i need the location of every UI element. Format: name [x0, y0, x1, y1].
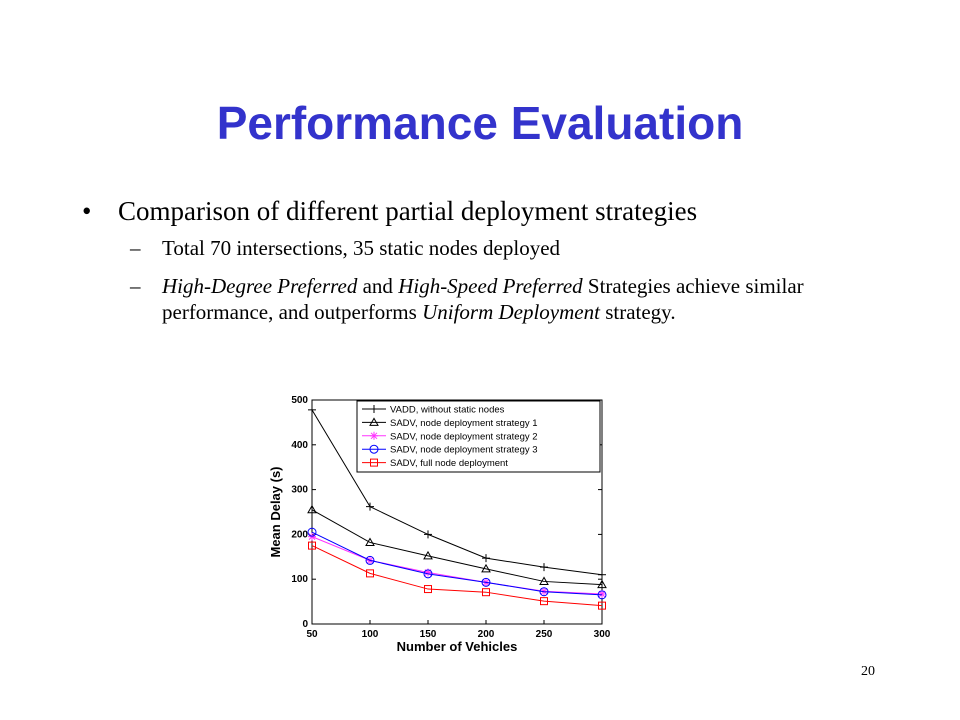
legend-marker	[369, 417, 379, 426]
bullet-dot: •	[82, 196, 92, 226]
marker-part	[307, 527, 317, 537]
x-tick-label: 200	[478, 629, 495, 640]
y-tick-label: 500	[291, 395, 308, 406]
data-point-series-5	[424, 585, 432, 594]
sub-bullet-2-part: strategy.	[599, 300, 676, 324]
bullet-list: • Comparison of different partial deploy…	[82, 193, 842, 325]
data-point-series-4	[539, 587, 549, 597]
legend-marker	[370, 431, 378, 440]
sub-bullet-2-part: and	[357, 274, 399, 298]
sub-bullet-1-text: Total 70 intersections, 35 static nodes …	[162, 236, 561, 260]
sub-bullet-1: – Total 70 intersections, 35 static node…	[82, 235, 842, 261]
series-line-1	[311, 409, 603, 576]
marker-part	[370, 432, 378, 440]
marker-part	[370, 458, 378, 467]
marker-part	[539, 576, 549, 585]
data-point-series-2	[365, 537, 375, 546]
plot-frame	[311, 399, 603, 625]
data-point-series-1	[424, 530, 432, 539]
legend-marker	[369, 444, 379, 454]
data-point-series-5	[308, 541, 316, 550]
y-tick-label: 0	[302, 619, 308, 630]
legend-label: VADD, without static nodes	[390, 405, 505, 416]
x-axis-label: Number of Vehicles	[397, 639, 518, 654]
data-point-series-4	[481, 577, 491, 587]
sub-bullet-2: – High-Degree Preferred and High-Speed P…	[82, 273, 842, 325]
marker-part	[597, 579, 607, 589]
sub-bullet-2-text: High-Degree Preferred and High-Speed Pre…	[162, 274, 804, 324]
line-chart: 50 100 150 200 250 300 0 100 200 300 400 500 Number …	[268, 395, 611, 654]
data-point-series-4	[365, 555, 375, 565]
data-point-series-5	[540, 597, 548, 606]
marker-part	[307, 504, 317, 514]
legend-label: SADV, full node deployment	[390, 458, 508, 469]
marker-part	[597, 590, 607, 600]
data-point-series-4	[423, 569, 433, 579]
sub-bullet-2-part: High-Degree Preferred	[162, 274, 358, 298]
data-point-series-1	[308, 405, 316, 414]
marker-part	[308, 541, 316, 550]
legend-box	[356, 400, 601, 473]
legend-label: SADV, node deployment strategy 2	[390, 431, 538, 442]
data-point-series-1	[366, 502, 374, 511]
sub-bullet-2-part: Uniform Deployment	[422, 300, 600, 324]
data-point-series-2	[597, 579, 607, 589]
series-line-3	[311, 536, 603, 595]
data-point-series-2	[423, 550, 433, 560]
data-point-series-1	[598, 570, 606, 579]
bullet-main: • Comparison of different partial deploy…	[82, 193, 842, 229]
slide-title: Performance Evaluation	[216, 97, 744, 149]
marker-part	[369, 417, 379, 426]
marker-part	[540, 597, 548, 606]
marker-part	[482, 588, 490, 597]
marker-part	[366, 569, 374, 578]
marker-part	[423, 569, 433, 579]
x-tick-label: 50	[306, 629, 318, 640]
legend-label: SADV, node deployment strategy 3	[390, 445, 538, 456]
marker-part	[539, 587, 549, 597]
y-tick-label: 400	[291, 440, 308, 451]
marker-part	[365, 537, 375, 546]
y-tick-label: 300	[291, 485, 308, 496]
data-point-series-2	[539, 576, 549, 585]
marker-part	[598, 590, 606, 598]
data-point-series-5	[366, 569, 374, 578]
marker-part	[481, 577, 491, 587]
marker-part	[369, 444, 379, 454]
legend-marker	[370, 405, 378, 413]
data-point-series-4	[597, 590, 607, 600]
series-line-2	[311, 509, 603, 586]
data-point-series-2	[307, 504, 317, 514]
marker-part	[598, 601, 606, 610]
legend-marker	[370, 458, 378, 467]
data-point-series-5	[598, 601, 606, 610]
x-tick-label: 150	[420, 629, 437, 640]
marker-part	[423, 550, 433, 560]
data-point-series-5	[482, 588, 490, 597]
marker-part	[424, 585, 432, 594]
sub-dash: –	[130, 236, 141, 260]
page-number: 20	[861, 664, 875, 679]
data-point-series-1	[540, 563, 548, 572]
sub-dash: –	[130, 274, 141, 298]
series-line-5	[311, 545, 603, 607]
x-tick-label: 300	[594, 629, 611, 640]
x-tick-label: 250	[536, 629, 553, 640]
series-line-4	[311, 531, 603, 596]
bullet-main-text: Comparison of different partial deployme…	[118, 196, 698, 226]
y-tick-label: 200	[291, 529, 308, 540]
data-point-series-1	[482, 554, 490, 563]
marker-part	[365, 555, 375, 565]
data-point-series-4	[307, 527, 317, 537]
marker-part	[481, 563, 491, 573]
y-tick-label: 100	[291, 574, 308, 585]
data-point-series-2	[481, 563, 491, 573]
y-axis-label: Mean Delay (s)	[268, 466, 283, 557]
sub-bullet-2-part: High-Speed Preferred	[398, 274, 583, 298]
sub-bullet-2-part: Strategies achieve similar performance, …	[162, 274, 804, 324]
x-tick-label: 100	[362, 629, 379, 640]
legend-label: SADV, node deployment strategy 1	[390, 418, 538, 429]
